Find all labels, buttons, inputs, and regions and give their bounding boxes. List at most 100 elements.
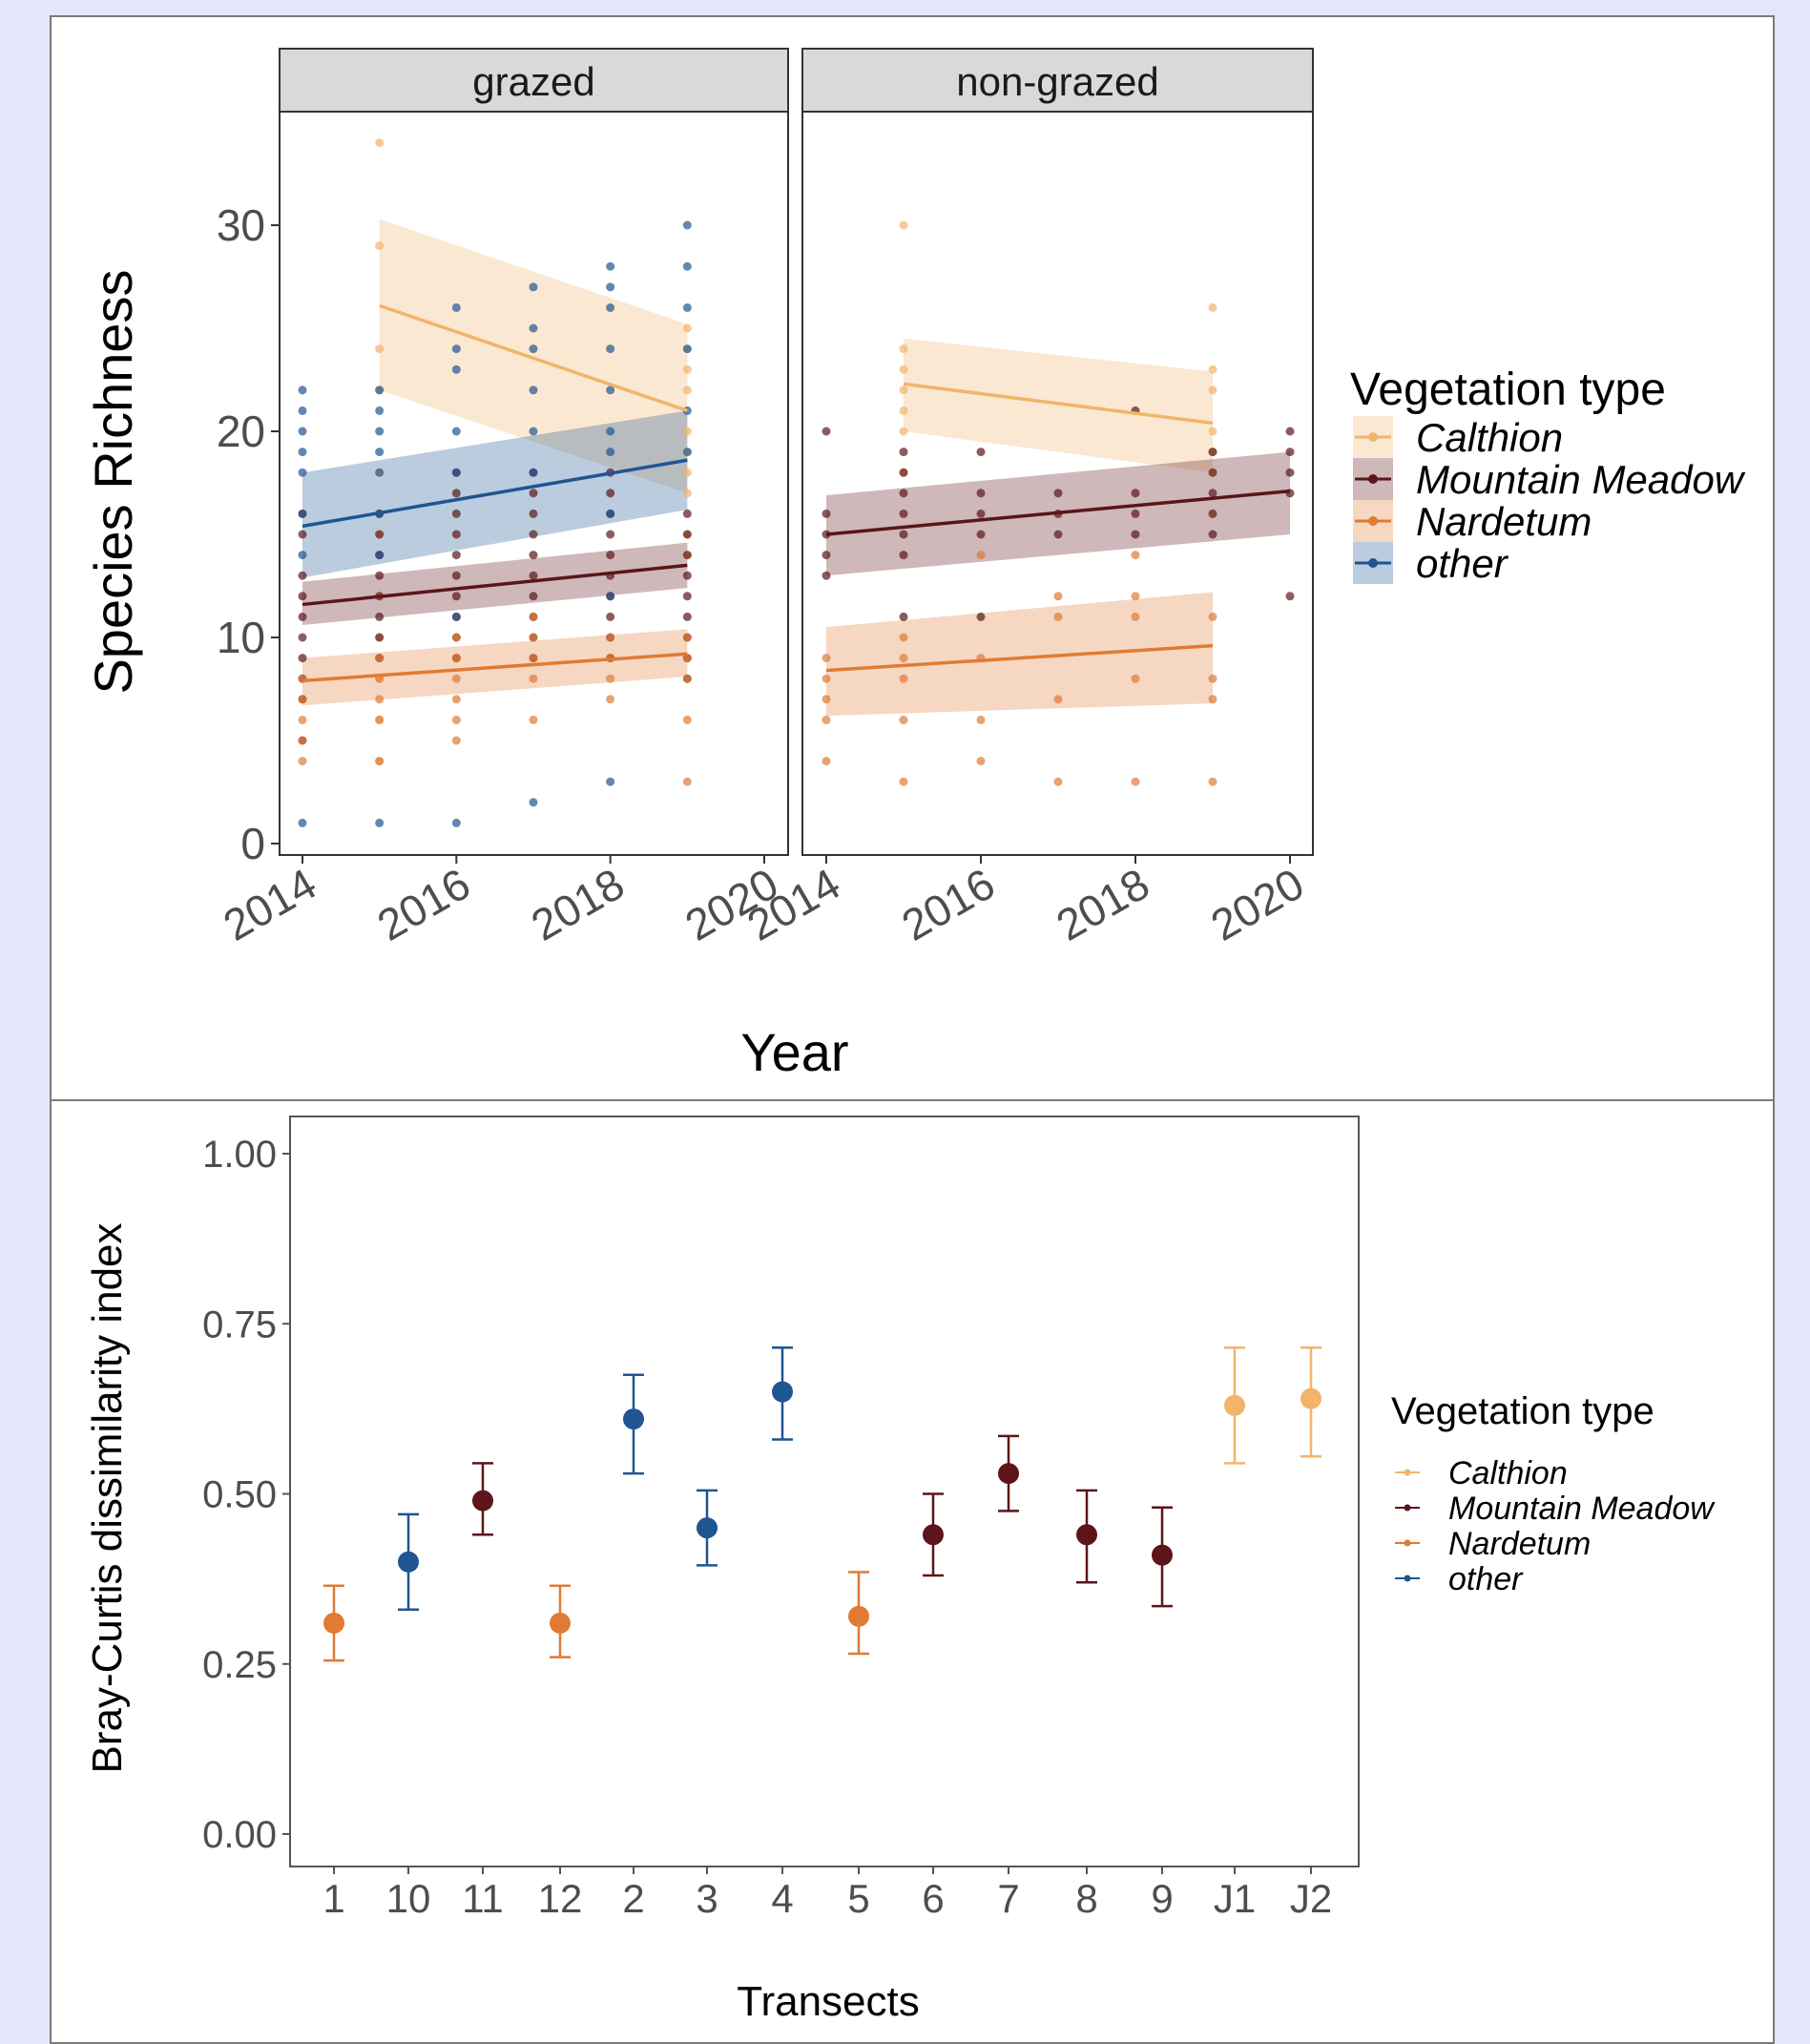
- data-point-mountain-meadow: [899, 468, 908, 477]
- legend-key-point: [1404, 1575, 1411, 1582]
- data-point-nardetum: [529, 633, 538, 642]
- data-point-mountain-meadow: [1053, 530, 1063, 539]
- data-point-nardetum: [298, 695, 307, 704]
- data-point-mountain-meadow: [822, 509, 831, 518]
- data-point-other: [529, 386, 538, 395]
- data-point-mountain-meadow: [1285, 468, 1295, 477]
- panel-non-grazed: [801, 111, 1314, 856]
- y-tick-label: 0.25: [202, 1644, 277, 1686]
- data-point-calthion: [375, 138, 385, 148]
- data-point-nardetum: [1208, 695, 1217, 704]
- data-point-nardetum: [976, 715, 986, 724]
- x-tick-label: 1: [322, 1876, 344, 1921]
- ci-band-calthion: [904, 338, 1213, 473]
- data-point-other: [606, 282, 615, 292]
- data-point-nardetum: [375, 695, 385, 704]
- data-point-nardetum: [899, 715, 908, 724]
- data-point-other: [298, 448, 307, 457]
- data-point-mountain-meadow: [1285, 427, 1295, 436]
- data-point-mountain-meadow: [1285, 592, 1295, 601]
- data-point-other: [375, 386, 385, 395]
- data-point-mountain-meadow: [529, 489, 538, 498]
- legend-key-point: [1404, 1469, 1411, 1476]
- error-point-other: [697, 1489, 718, 1567]
- data-point-calthion: [899, 406, 908, 415]
- data-point-other: [606, 261, 615, 271]
- legend-key-point: [1404, 1504, 1411, 1512]
- data-point-mountain-meadow: [899, 489, 908, 498]
- y-tick-label: 10: [217, 613, 265, 662]
- y-tick-label: 0.75: [202, 1304, 277, 1345]
- data-point-calthion: [682, 365, 692, 374]
- data-point-nardetum: [1131, 674, 1140, 683]
- data-point-nardetum: [1131, 592, 1140, 601]
- data-point-nardetum: [451, 715, 461, 724]
- data-point-mountain-meadow: [375, 633, 385, 642]
- data-point-nardetum: [899, 674, 908, 683]
- facet-label-grazed: grazed: [472, 59, 594, 104]
- legend-key-point: [1404, 1539, 1411, 1547]
- data-point-mountain-meadow: [682, 509, 692, 518]
- y-axis-title: Bray-Curtis dissimilarity index: [84, 1222, 131, 1773]
- data-point-calthion: [1208, 427, 1217, 436]
- mean-point: [1076, 1524, 1097, 1546]
- data-point-mountain-meadow: [529, 592, 538, 601]
- data-point-nardetum: [899, 633, 908, 642]
- data-point-mountain-meadow: [451, 509, 461, 518]
- data-point-mountain-meadow: [375, 530, 385, 539]
- data-point-mountain-meadow: [1131, 509, 1140, 518]
- data-point-nardetum: [451, 736, 461, 745]
- legend-key-point: [1368, 432, 1378, 442]
- data-point-other: [682, 261, 692, 271]
- x-tick-label: 5: [847, 1876, 869, 1921]
- data-point-mountain-meadow: [1131, 489, 1140, 498]
- data-point-mountain-meadow: [298, 571, 307, 580]
- error-point-other: [398, 1512, 419, 1611]
- error-point-other: [623, 1373, 644, 1475]
- error-point-mountain-meadow: [1152, 1506, 1173, 1608]
- data-point-mountain-meadow: [682, 530, 692, 539]
- error-point-calthion: [1300, 1345, 1321, 1458]
- data-point-other: [529, 344, 538, 354]
- data-point-other: [375, 448, 385, 457]
- data-point-mountain-meadow: [822, 571, 831, 580]
- x-tick-label: 9: [1151, 1876, 1173, 1921]
- plot-area-non-grazed: [822, 220, 1295, 786]
- data-point-nardetum: [375, 757, 385, 766]
- data-point-other: [682, 302, 692, 312]
- data-point-mountain-meadow: [822, 427, 831, 436]
- data-point-other: [451, 365, 461, 374]
- data-point-mountain-meadow: [899, 530, 908, 539]
- data-point-nardetum: [822, 695, 831, 704]
- data-point-mountain-meadow: [298, 654, 307, 663]
- data-point-other: [451, 612, 461, 621]
- data-point-nardetum: [529, 612, 538, 621]
- data-point-nardetum: [822, 674, 831, 683]
- facet-label-non-grazed: non-grazed: [956, 59, 1158, 104]
- data-point-other: [298, 406, 307, 415]
- data-point-mountain-meadow: [298, 633, 307, 642]
- legend-key-point: [1368, 516, 1378, 526]
- data-point-mountain-meadow: [1208, 489, 1217, 498]
- data-point-other: [451, 818, 461, 827]
- data-point-other: [298, 551, 307, 560]
- data-point-mountain-meadow: [451, 489, 461, 498]
- data-point-other: [529, 798, 538, 807]
- data-point-other: [375, 427, 385, 436]
- y-tick-label: 20: [217, 407, 265, 456]
- data-point-nardetum: [375, 715, 385, 724]
- data-point-nardetum: [529, 674, 538, 683]
- x-tick-label: J2: [1290, 1876, 1332, 1921]
- y-axis-title: Species Richness: [83, 269, 143, 694]
- data-point-nardetum: [606, 695, 615, 704]
- mean-point: [623, 1408, 644, 1430]
- data-point-calthion: [1208, 386, 1217, 395]
- mean-point: [923, 1524, 944, 1546]
- data-point-mountain-meadow: [682, 571, 692, 580]
- x-tick-label: J1: [1214, 1876, 1256, 1921]
- data-point-nardetum: [1053, 695, 1063, 704]
- legend-key-point: [1368, 558, 1378, 568]
- data-point-nardetum: [606, 633, 615, 642]
- data-point-other: [606, 302, 615, 312]
